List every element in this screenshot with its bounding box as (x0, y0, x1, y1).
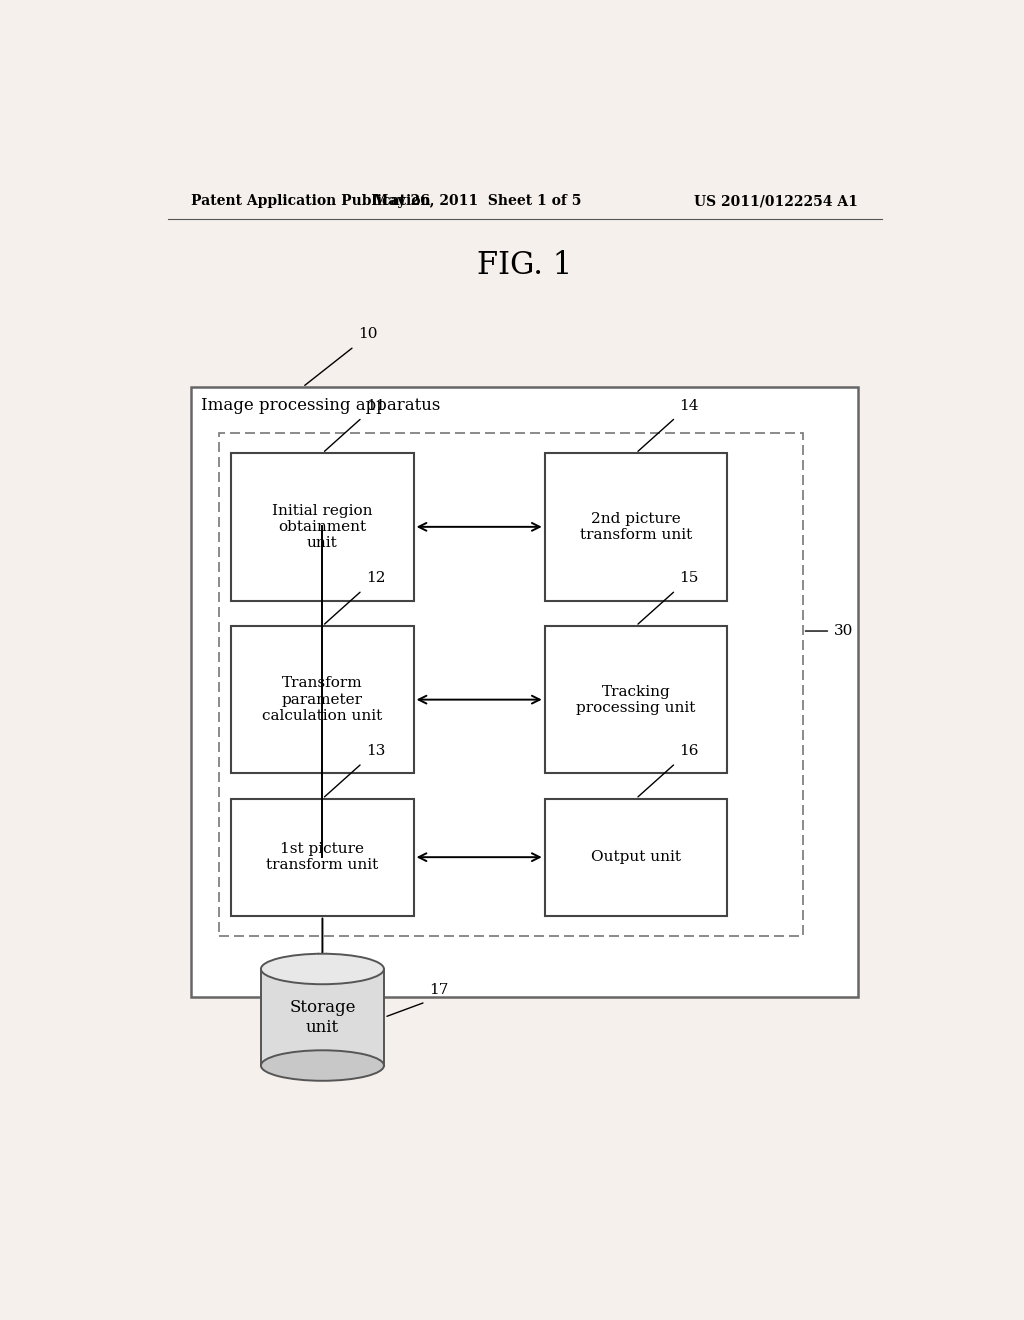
Text: Tracking
processing unit: Tracking processing unit (577, 685, 695, 714)
Text: May 26, 2011  Sheet 1 of 5: May 26, 2011 Sheet 1 of 5 (373, 194, 582, 209)
Text: Initial region
obtainment
unit: Initial region obtainment unit (272, 504, 373, 550)
Bar (231, 453, 414, 601)
Text: 13: 13 (367, 744, 385, 758)
Text: US 2011/0122254 A1: US 2011/0122254 A1 (694, 194, 858, 209)
Bar (191, 387, 858, 997)
Bar (231, 626, 414, 774)
Bar (261, 969, 384, 1065)
Bar (231, 799, 414, 916)
Text: 11: 11 (367, 399, 386, 412)
Text: 30: 30 (835, 624, 854, 638)
Bar (545, 626, 727, 774)
Text: 12: 12 (367, 572, 386, 585)
Text: Patent Application Publication: Patent Application Publication (191, 194, 431, 209)
Text: Storage
unit: Storage unit (289, 999, 355, 1036)
Bar (545, 799, 727, 916)
Text: Output unit: Output unit (591, 850, 681, 865)
Bar (545, 453, 727, 601)
Ellipse shape (261, 954, 384, 985)
Bar (219, 433, 803, 936)
Text: Image processing apparatus: Image processing apparatus (201, 397, 440, 414)
Text: Transform
parameter
calculation unit: Transform parameter calculation unit (262, 676, 383, 723)
Text: 2nd picture
transform unit: 2nd picture transform unit (580, 512, 692, 543)
Text: FIG. 1: FIG. 1 (477, 249, 572, 281)
Text: 14: 14 (680, 399, 699, 412)
Ellipse shape (261, 1051, 384, 1081)
Text: 10: 10 (358, 327, 378, 342)
Text: 16: 16 (680, 744, 699, 758)
Text: 17: 17 (430, 983, 449, 997)
Text: 1st picture
transform unit: 1st picture transform unit (266, 842, 379, 873)
Text: 15: 15 (680, 572, 699, 585)
